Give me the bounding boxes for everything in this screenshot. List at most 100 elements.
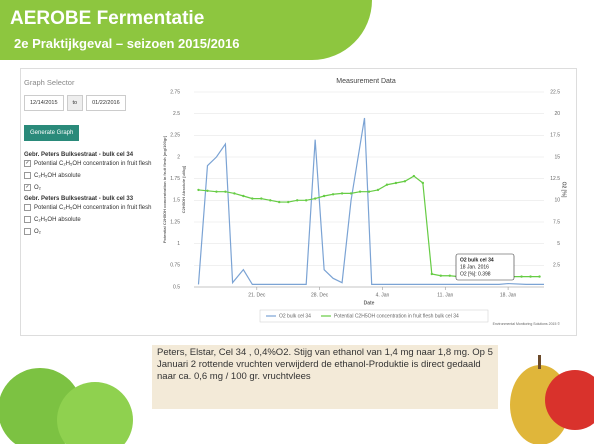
y2-tick-label: 5 xyxy=(557,241,560,247)
tooltip-line: 18 Jan. 2016 xyxy=(460,264,489,270)
y2-axis-label: O2 [%] xyxy=(561,182,567,198)
y2-tick-label: 20 xyxy=(554,111,560,117)
checkbox[interactable]: ✓ xyxy=(24,160,31,167)
chart: Measurement Data 0.5 0.75 1 1.25 1.5 1.75 2 2.2… xyxy=(160,72,572,332)
series-point xyxy=(314,197,316,199)
y-tick-label: 1.25 xyxy=(170,219,180,225)
legend-label[interactable]: O2 bulk cel 34 xyxy=(279,313,311,319)
series-point xyxy=(224,190,226,192)
x-tick-label: 4. Jan xyxy=(376,292,390,298)
y-axis-label: Potential C2H5OH concentration in fruit … xyxy=(162,135,167,243)
checkbox[interactable] xyxy=(24,216,31,223)
x-tick-label: 28. Dec xyxy=(311,292,329,298)
series-point xyxy=(529,275,531,277)
series-point xyxy=(413,175,415,177)
series-point xyxy=(350,192,352,194)
y-tick-label: 2.25 xyxy=(170,133,180,139)
series-point xyxy=(341,192,343,194)
slide: AEROBE Fermentatie 2e Praktijkgeval – se… xyxy=(0,0,594,444)
credit: Environmental Monitoring Solutions 2015 … xyxy=(493,322,561,326)
slide-title: AEROBE Fermentatie xyxy=(10,8,204,30)
series-point xyxy=(251,197,253,199)
checkbox-label: O₂ xyxy=(34,228,41,236)
checkbox-item[interactable]: ✓Potential C₂H₅OH concentration in fruit… xyxy=(24,160,156,168)
group-name: Gebr. Peters Bulksestraat - bulk cel 33 xyxy=(24,196,156,202)
date-range: 12/14/2015 to 01/22/2016 xyxy=(24,95,156,111)
y-tick-label: 1.75 xyxy=(170,176,180,182)
y-tick-label: 2.75 xyxy=(170,89,180,95)
y2-tick-label: 10 xyxy=(554,198,560,204)
chart-title: Measurement Data xyxy=(336,78,396,85)
checkbox-item[interactable]: Potential C₂H₅OH concentration in fruit … xyxy=(24,204,156,212)
sensor-groups: Gebr. Peters Bulksestraat - bulk cel 34 ✓… xyxy=(24,152,156,236)
y2-tick-label: 7.5 xyxy=(553,219,560,225)
tooltip-line: O2 bulk cel 34 xyxy=(460,257,494,263)
y-tick-label: 2.5 xyxy=(173,111,180,117)
x-tick-label: 18. Jan xyxy=(500,292,517,298)
caption: Peters, Elstar, Cel 34 , 0,4%O2. Stijg v… xyxy=(152,345,498,409)
series-point xyxy=(538,275,540,277)
series-point xyxy=(449,275,451,277)
y-tick-label: 0.75 xyxy=(170,263,180,269)
series-point xyxy=(440,275,442,277)
series-point xyxy=(296,199,298,201)
generate-button[interactable]: Generate Graph xyxy=(24,125,79,141)
legend-label[interactable]: Potential C2H5OH concentration in fruit … xyxy=(334,313,459,319)
y-tick-label: 1.5 xyxy=(173,198,180,204)
series-point xyxy=(323,195,325,197)
checkbox-item[interactable]: C₂H₅OH absolute xyxy=(24,216,156,224)
y2-tick-label: 12.5 xyxy=(550,176,560,182)
checkbox-item[interactable]: C₂H₅OH absolute xyxy=(24,172,156,180)
series-point xyxy=(305,199,307,201)
checkbox-item[interactable]: ✓O₂ xyxy=(24,184,156,192)
checkbox-label: Potential C₂H₅OH concentration in fruit … xyxy=(34,160,151,168)
series-point xyxy=(269,199,271,201)
y2-tick-label: 17.5 xyxy=(550,133,560,139)
x-axis-label: Date xyxy=(364,300,375,306)
group-name: Gebr. Peters Bulksestraat - bulk cel 34 xyxy=(24,152,156,158)
series-point xyxy=(206,190,208,192)
series-point xyxy=(377,189,379,191)
y2-tick-label: 15 xyxy=(554,154,560,160)
series-point xyxy=(242,195,244,197)
series-point xyxy=(359,190,361,192)
checkbox-label: Potential C₂H₅OH concentration in fruit … xyxy=(34,204,151,212)
series-point xyxy=(386,184,388,186)
series-point xyxy=(368,190,370,192)
header-banner: AEROBE Fermentatie 2e Praktijkgeval – se… xyxy=(0,0,372,60)
y-tick-label: 2 xyxy=(177,154,180,160)
series-point xyxy=(520,275,522,277)
series-point xyxy=(332,193,334,195)
slide-subtitle: 2e Praktijkgeval – seizoen 2015/2016 xyxy=(14,36,240,51)
x-tick-label: 21. Dec xyxy=(248,292,266,298)
checkbox[interactable] xyxy=(24,172,31,179)
series-point xyxy=(395,182,397,184)
checkbox-label: C₂H₅OH absolute xyxy=(34,172,81,180)
tooltip-line: O2 [%]: 0.398 xyxy=(460,271,491,277)
series-point xyxy=(215,190,217,192)
y-tick-label: 1 xyxy=(177,241,180,247)
series-point xyxy=(431,273,433,275)
x-tick-label: 11. Jan xyxy=(437,292,453,298)
y-axis-label-2: C2H5OH Absolute [ul/kg] xyxy=(181,165,186,213)
y2-tick-label: 22.5 xyxy=(550,89,560,95)
y-tick-label: 0.5 xyxy=(173,284,180,290)
checkbox[interactable] xyxy=(24,228,31,235)
checkbox-item[interactable]: O₂ xyxy=(24,228,156,236)
checkbox[interactable]: ✓ xyxy=(24,184,31,191)
date-from[interactable]: 12/14/2015 xyxy=(24,95,64,111)
series-point xyxy=(422,182,424,184)
series-point xyxy=(404,180,406,182)
y2-tick-label: 2.5 xyxy=(553,263,560,269)
date-to-label: to xyxy=(67,95,84,111)
checkbox[interactable] xyxy=(24,204,31,211)
series-point xyxy=(233,192,235,194)
graph-selector: Graph Selector 12/14/2015 to 01/22/2016 … xyxy=(24,74,156,240)
checkbox-label: C₂H₅OH absolute xyxy=(34,216,81,224)
selector-title: Graph Selector xyxy=(24,78,156,87)
series-point xyxy=(287,201,289,203)
series-point xyxy=(197,189,199,191)
date-to[interactable]: 01/22/2016 xyxy=(86,95,126,111)
series-point xyxy=(278,201,280,203)
series-point xyxy=(260,197,262,199)
